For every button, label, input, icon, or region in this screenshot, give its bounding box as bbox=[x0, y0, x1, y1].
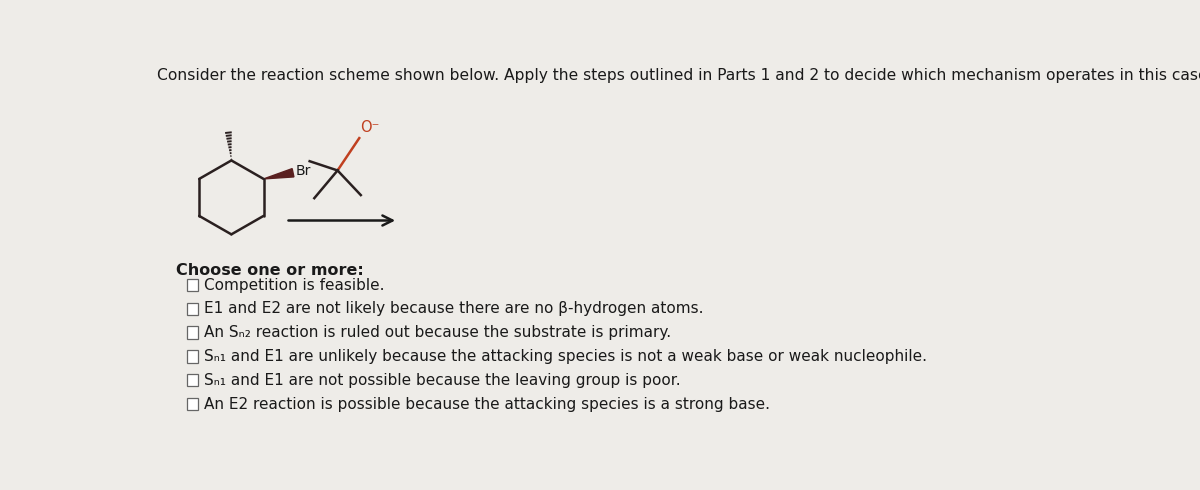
Bar bbox=[187, 398, 198, 410]
Text: Sₙ₁ and E1 are unlikely because the attacking species is not a weak base or weak: Sₙ₁ and E1 are unlikely because the atta… bbox=[204, 349, 926, 364]
Text: Br: Br bbox=[295, 164, 311, 178]
Text: Sₙ₁ and E1 are not possible because the leaving group is poor.: Sₙ₁ and E1 are not possible because the … bbox=[204, 373, 680, 388]
Text: Choose one or more:: Choose one or more: bbox=[176, 263, 364, 277]
Text: E1 and E2 are not likely because there are no β-hydrogen atoms.: E1 and E2 are not likely because there a… bbox=[204, 301, 703, 317]
Text: Competition is feasible.: Competition is feasible. bbox=[204, 278, 384, 293]
Text: Consider the reaction scheme shown below. Apply the steps outlined in Parts 1 an: Consider the reaction scheme shown below… bbox=[157, 68, 1200, 83]
Bar bbox=[187, 374, 198, 387]
Text: An E2 reaction is possible because the attacking species is a strong base.: An E2 reaction is possible because the a… bbox=[204, 396, 770, 412]
Bar bbox=[187, 303, 198, 315]
Bar bbox=[187, 279, 198, 292]
Bar bbox=[187, 326, 198, 339]
Bar bbox=[187, 350, 198, 363]
Text: An Sₙ₂ reaction is ruled out because the substrate is primary.: An Sₙ₂ reaction is ruled out because the… bbox=[204, 325, 671, 340]
Text: O⁻: O⁻ bbox=[360, 120, 379, 135]
Polygon shape bbox=[264, 169, 294, 179]
